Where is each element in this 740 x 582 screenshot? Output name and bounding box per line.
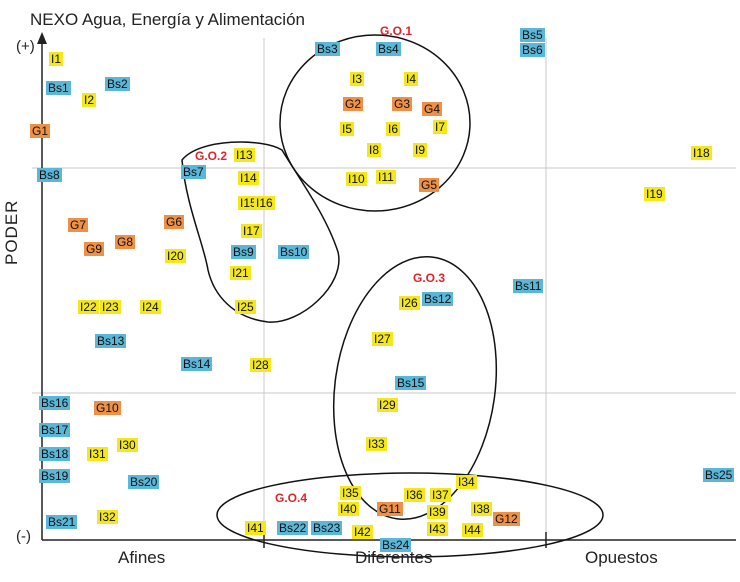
point-label-bs16: Bs16 (39, 396, 71, 410)
point-label-g3: G3 (392, 97, 413, 111)
point-label-i24: I24 (140, 300, 161, 314)
point-label-i34: I34 (456, 475, 477, 489)
point-label-bs13: Bs13 (95, 334, 127, 348)
point-label-bs8: Bs8 (37, 168, 62, 182)
point-label-g4: G4 (422, 102, 443, 116)
point-label-bs14: Bs14 (181, 357, 213, 371)
point-label-i18: I18 (691, 146, 712, 160)
point-label-bs2: Bs2 (105, 77, 130, 91)
group-outline-go1 (279, 34, 471, 212)
point-label-g9: G9 (84, 242, 105, 256)
group-outline-go3 (332, 256, 498, 520)
point-label-bs10: Bs10 (278, 245, 310, 259)
group-label-go3: G.O.3 (413, 271, 446, 285)
point-label-i41: I41 (245, 521, 266, 535)
point-label-i8: I8 (367, 143, 382, 157)
point-label-bs18: Bs18 (39, 447, 71, 461)
point-label-bs23: Bs23 (311, 521, 343, 535)
group-label-go1: G.O.1 (380, 24, 413, 38)
y-axis-label: PODER (2, 199, 21, 265)
group-label-go2: G.O.2 (195, 149, 228, 163)
point-label-i6: I6 (386, 122, 401, 136)
axes (37, 32, 736, 548)
point-label-i31: I31 (87, 447, 108, 461)
point-label-g1: G1 (30, 124, 51, 138)
point-label-i11: I11 (376, 170, 396, 184)
point-label-bs25: Bs25 (703, 468, 735, 482)
point-label-i37: I37 (430, 488, 451, 502)
point-label-i16: I16 (254, 196, 275, 210)
point-label-bs4: Bs4 (376, 42, 401, 56)
point-label-bs20: Bs20 (128, 475, 160, 489)
point-label-bs6: Bs6 (520, 43, 545, 57)
point-label-bs12: Bs12 (422, 292, 454, 306)
point-label-i19: I19 (644, 187, 665, 201)
point-label-g11: G11 (377, 502, 403, 516)
x-category-diferentes: Diferentes (355, 548, 433, 567)
point-label-i35: I35 (340, 486, 361, 500)
point-label-i25: I25 (235, 300, 256, 314)
group-label-go4: G.O.4 (275, 491, 308, 505)
point-label-i23: I23 (100, 300, 121, 314)
point-label-i30: I30 (117, 438, 138, 452)
point-label-bs21: Bs21 (46, 515, 78, 529)
y-axis-top-label: (+) (16, 38, 35, 55)
point-label-i26: I26 (399, 296, 420, 310)
chart-title: NEXO Agua, Energía y Alimentación (30, 10, 305, 29)
point-label-i39: I39 (427, 505, 448, 519)
point-label-i9: I9 (413, 143, 428, 157)
point-label-i17: I17 (241, 224, 262, 238)
point-label-i38: I38 (471, 502, 492, 516)
point-label-i43: I43 (427, 522, 448, 536)
point-label-bs3: Bs3 (315, 42, 340, 56)
point-label-g10: G10 (94, 401, 121, 415)
x-category-afines: Afines (118, 548, 166, 567)
group-outline-go4 (216, 472, 604, 558)
point-label-bs19: Bs19 (39, 469, 71, 483)
grid-lines (32, 38, 736, 540)
point-label-bs1: Bs1 (46, 81, 71, 95)
point-label-i27: I27 (372, 332, 393, 346)
group-outlines (181, 34, 604, 558)
point-label-bs17: Bs17 (39, 423, 71, 437)
point-label-bs5: Bs5 (520, 28, 545, 42)
point-label-i21: I21 (230, 266, 251, 280)
point-label-bs15: Bs15 (395, 376, 427, 390)
point-label-i44: I44 (462, 523, 483, 537)
point-label-g6: G6 (164, 215, 185, 229)
point-label-i33: I33 (366, 437, 387, 451)
x-category-opuestos: Opuestos (585, 548, 658, 567)
point-label-g7: G7 (68, 218, 89, 232)
point-label-bs24: Bs24 (380, 538, 412, 552)
point-label-i29: I29 (377, 398, 398, 412)
point-label-i14: I14 (238, 171, 259, 185)
point-label-i36: I36 (404, 488, 425, 502)
point-label-i28: I28 (250, 358, 271, 372)
y-axis-arrow-icon (37, 32, 47, 44)
point-label-i22: I22 (78, 300, 99, 314)
point-label-i32: I32 (97, 510, 118, 524)
point-label-i42: I42 (352, 525, 373, 539)
point-label-g2: G2 (343, 97, 364, 111)
point-label-i40: I40 (338, 502, 359, 516)
point-label-i2: I2 (82, 93, 97, 107)
y-axis-bottom-label: (-) (16, 528, 31, 545)
point-label-g8: G8 (115, 235, 136, 249)
point-label-i5: I5 (340, 122, 355, 136)
group-outline-go2 (181, 141, 340, 323)
point-label-i4: I4 (404, 72, 419, 86)
point-label-i15: I15 (238, 196, 259, 210)
point-label-bs22: Bs22 (277, 521, 309, 535)
point-label-bs11: Bs11 (513, 279, 544, 293)
point-label-i3: I3 (350, 72, 365, 86)
point-label-i20: I20 (165, 249, 186, 263)
point-label-g5: G5 (419, 178, 440, 192)
point-label-g12: G12 (493, 512, 520, 526)
point-label-i7: I7 (433, 120, 448, 134)
point-label-i1: I1 (49, 52, 64, 66)
point-label-bs7: Bs7 (181, 165, 206, 179)
point-label-i10: I10 (346, 172, 367, 186)
point-label-bs9: Bs9 (231, 245, 256, 259)
point-label-i13: I13 (234, 148, 255, 162)
